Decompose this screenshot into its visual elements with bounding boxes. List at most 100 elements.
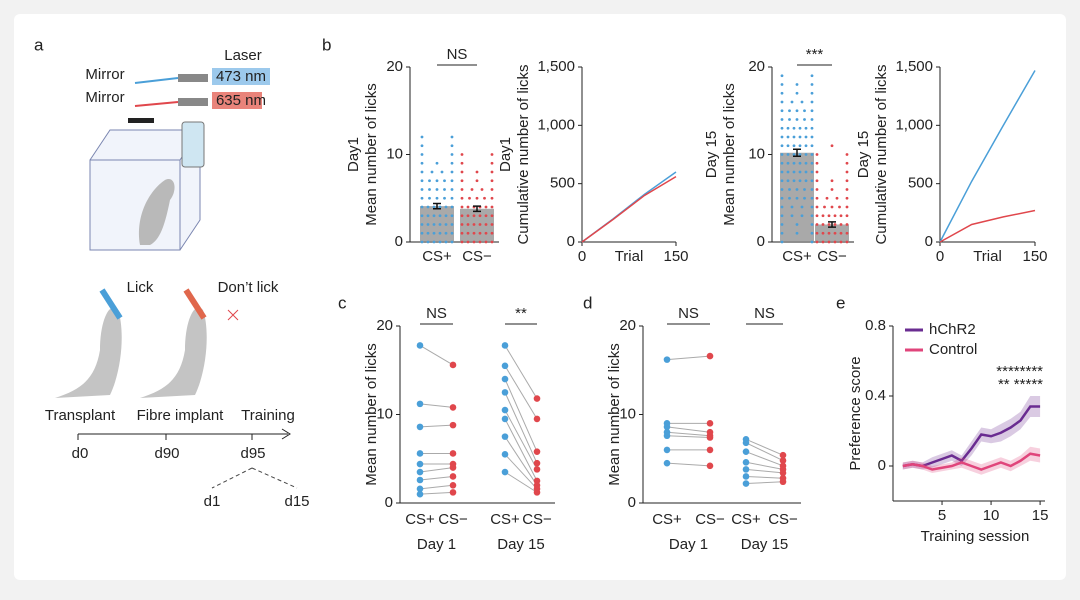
- point: [501, 389, 509, 396]
- point: [501, 362, 509, 370]
- point: [742, 439, 750, 447]
- point: [416, 485, 424, 493]
- group-label: Day 1: [417, 536, 456, 553]
- dot: [420, 170, 424, 174]
- dot: [444, 223, 448, 226]
- y-tick-label: 20: [386, 58, 403, 75]
- dot: [790, 205, 794, 209]
- dot: [780, 135, 784, 139]
- mirror-label: Mirror: [85, 89, 124, 106]
- dot: [490, 161, 494, 165]
- pair-line: [666, 462, 711, 467]
- panel-letter: c: [338, 293, 347, 312]
- dot: [788, 118, 791, 121]
- error-band: [902, 396, 1041, 470]
- dot: [780, 118, 784, 121]
- y-axis-label: Day1: [497, 137, 514, 172]
- point: [501, 468, 509, 476]
- dot: [845, 223, 849, 226]
- dot: [420, 214, 424, 218]
- dot: [810, 196, 814, 200]
- dot: [833, 231, 837, 235]
- x-axis-label: Training session: [921, 528, 1030, 545]
- dot: [780, 188, 784, 191]
- dot: [810, 144, 814, 148]
- dot: [470, 188, 474, 191]
- dot: [845, 170, 849, 174]
- dot: [780, 91, 784, 95]
- dot: [810, 74, 814, 78]
- dot: [460, 196, 464, 200]
- dot: [804, 170, 808, 174]
- y-tick-label: 1,500: [895, 58, 933, 75]
- point: [779, 469, 787, 477]
- dot: [833, 223, 837, 226]
- point: [663, 446, 671, 454]
- dot: [815, 179, 819, 183]
- x-tick-label: 15: [1032, 507, 1049, 524]
- dot: [780, 74, 784, 78]
- point: [663, 432, 671, 440]
- dot: [835, 196, 839, 200]
- point: [449, 361, 457, 369]
- pair-line: [504, 365, 538, 420]
- dot: [443, 196, 446, 200]
- laser-red: [212, 92, 262, 109]
- dot: [426, 205, 430, 209]
- y-tick-label: 20: [619, 317, 636, 334]
- significance: ***: [806, 46, 824, 63]
- water-bottle: [181, 121, 205, 168]
- y-tick-label: 1,000: [895, 116, 933, 133]
- dot: [800, 100, 804, 104]
- y-tick-label: 10: [748, 145, 765, 162]
- task-diagram: Lick Don’t lick Transplant Fibre implant…: [45, 279, 310, 510]
- dot: [490, 188, 494, 191]
- dot: [440, 170, 444, 174]
- lick-label: Lick: [127, 279, 154, 296]
- mouse: [139, 179, 175, 245]
- zoom-lines: [211, 467, 298, 489]
- dot: [450, 205, 454, 209]
- dot: [450, 240, 454, 244]
- dot: [815, 153, 819, 156]
- dot: [798, 179, 802, 183]
- dot: [795, 118, 799, 121]
- point: [779, 451, 787, 459]
- dot: [786, 135, 790, 139]
- dot: [466, 205, 470, 209]
- dot: [810, 109, 814, 113]
- dot: [845, 179, 849, 183]
- dot: [443, 179, 446, 183]
- y-axis-label: Mean number of licks: [363, 83, 380, 226]
- x-axis-label: Trial: [973, 248, 1002, 265]
- laser-label: Laser: [224, 47, 262, 64]
- point: [533, 466, 541, 473]
- bar: [815, 224, 849, 242]
- y-tick-label: 20: [376, 317, 393, 334]
- dot: [432, 231, 436, 235]
- dont-lick-label: Don’t lick: [218, 279, 279, 296]
- dot: [804, 153, 808, 156]
- dot: [786, 153, 790, 156]
- x-tick-label: CS+: [405, 511, 435, 528]
- dot: [810, 170, 814, 174]
- dot: [472, 240, 476, 244]
- beam: [134, 101, 179, 107]
- dot: [460, 153, 464, 156]
- pair-line: [504, 392, 538, 464]
- dot: [450, 223, 454, 226]
- dot: [432, 214, 436, 218]
- point: [706, 420, 714, 427]
- point: [416, 342, 424, 349]
- pair-line: [504, 378, 538, 452]
- x-tick-label: CS−: [462, 248, 492, 265]
- dot: [833, 214, 837, 218]
- dot: [428, 179, 431, 183]
- dot: [790, 100, 794, 104]
- point: [533, 415, 541, 423]
- dot: [484, 240, 488, 244]
- x-tick-label: CS+: [782, 248, 812, 265]
- dot: [790, 214, 794, 218]
- dot: [810, 188, 814, 191]
- point: [449, 489, 457, 496]
